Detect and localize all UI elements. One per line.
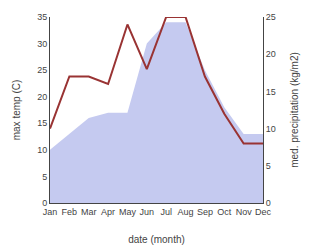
svg-text:Jan: Jan — [43, 207, 58, 217]
svg-text:0: 0 — [266, 198, 271, 208]
svg-text:10: 10 — [37, 145, 47, 155]
svg-text:20: 20 — [37, 92, 47, 102]
svg-text:date (month): date (month) — [128, 234, 185, 245]
svg-text:Feb: Feb — [62, 207, 78, 217]
svg-text:Sep: Sep — [197, 207, 213, 217]
svg-text:Aug: Aug — [178, 207, 194, 217]
svg-text:max temp (C): max temp (C) — [11, 80, 22, 141]
svg-text:25: 25 — [37, 65, 47, 75]
svg-text:35: 35 — [37, 12, 47, 22]
svg-text:5: 5 — [266, 161, 271, 171]
svg-text:med. precipitation (kg/m2): med. precipitation (kg/m2) — [289, 52, 300, 168]
svg-text:Mar: Mar — [81, 207, 97, 217]
svg-text:10: 10 — [266, 124, 276, 134]
svg-text:Jun: Jun — [140, 207, 155, 217]
svg-text:25: 25 — [266, 12, 276, 22]
svg-text:Nov: Nov — [236, 207, 253, 217]
svg-text:20: 20 — [266, 49, 276, 59]
svg-text:0: 0 — [42, 198, 47, 208]
svg-text:5: 5 — [42, 172, 47, 182]
svg-text:15: 15 — [37, 118, 47, 128]
svg-text:Dec: Dec — [255, 207, 272, 217]
svg-text:15: 15 — [266, 87, 276, 97]
svg-text:Apr: Apr — [101, 207, 115, 217]
svg-text:30: 30 — [37, 39, 47, 49]
svg-text:May: May — [119, 207, 137, 217]
svg-text:Jul: Jul — [160, 207, 172, 217]
svg-text:Oct: Oct — [217, 207, 232, 217]
